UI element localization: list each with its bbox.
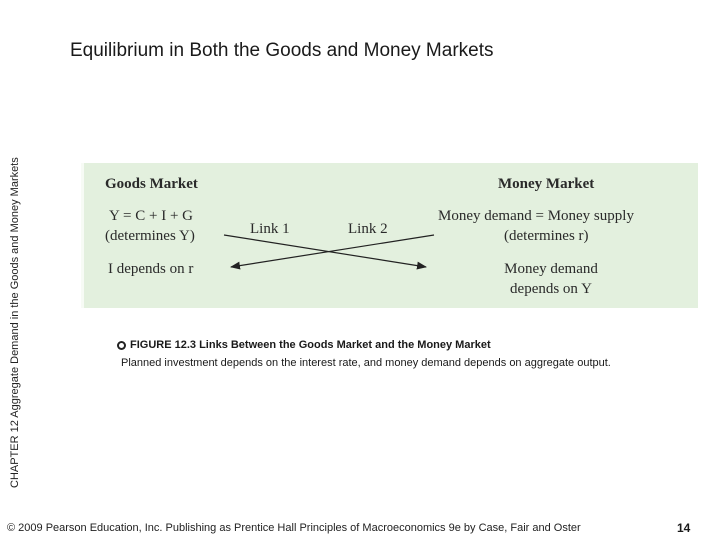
figure-bullet-icon bbox=[117, 340, 126, 350]
goods-determines: (determines Y) bbox=[105, 228, 195, 244]
money-depends-line1: Money demand bbox=[504, 261, 598, 277]
money-depends-line2: depends on Y bbox=[510, 281, 592, 297]
link1-arrow bbox=[230, 234, 435, 270]
goods-market-header: Goods Market bbox=[105, 176, 198, 192]
page-number: 14 bbox=[677, 521, 691, 535]
chapter-side-label: CHAPTER 12 Aggregate Demand in the Goods… bbox=[9, 157, 21, 488]
link2-arrow bbox=[223, 234, 427, 270]
caption-title: FIGURE 12.3 Links Between the Goods Mark… bbox=[130, 339, 491, 351]
money-determines: (determines r) bbox=[504, 228, 589, 244]
caption-body: Planned investment depends on the intere… bbox=[121, 357, 611, 369]
money-market-header: Money Market bbox=[498, 176, 595, 192]
goods-equation: Y = C + I + G bbox=[109, 208, 193, 224]
figure-caption: FIGURE 12.3 Links Between the Goods Mark… bbox=[117, 339, 611, 369]
goods-depends: I depends on r bbox=[108, 261, 194, 277]
money-equation: Money demand = Money supply bbox=[438, 208, 634, 224]
link-arrows bbox=[223, 234, 435, 270]
copyright-footer: © 2009 Pearson Education, Inc. Publishin… bbox=[7, 522, 581, 534]
slide-title: Equilibrium in Both the Goods and Money … bbox=[70, 40, 494, 61]
link2-label: Link 2 bbox=[348, 221, 388, 237]
link1-label: Link 1 bbox=[250, 221, 290, 237]
figure-panel: Goods Market Money Market Y = C + I + G … bbox=[84, 163, 698, 308]
